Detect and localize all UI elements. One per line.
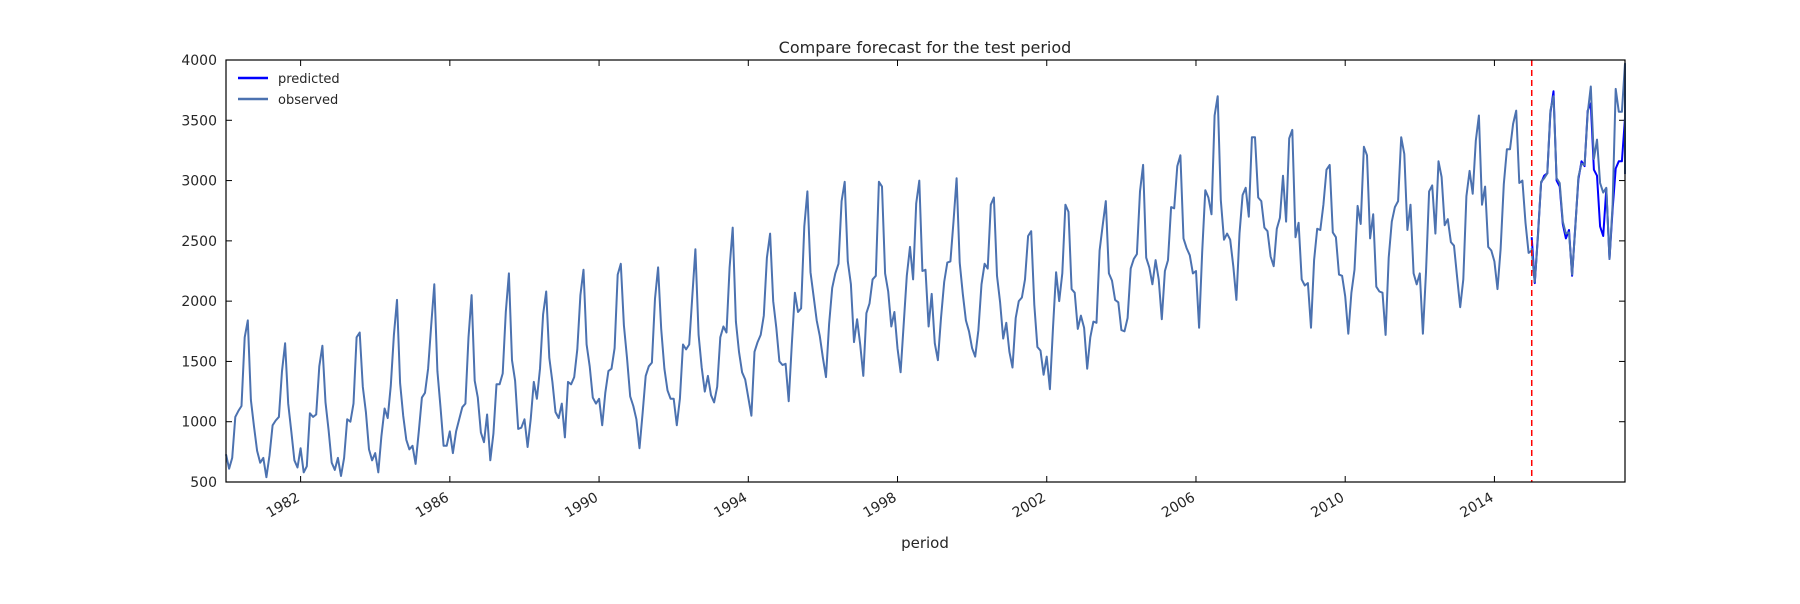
- x-tick-label: 1994: [711, 490, 750, 522]
- x-tick-label: 2010: [1308, 490, 1347, 522]
- legend-label-predicted: predicted: [278, 72, 340, 87]
- series-layer: [225, 62, 1626, 479]
- x-axis-label: period: [901, 534, 949, 552]
- plot-frame: [225, 59, 1626, 483]
- y-tick-label: 500: [190, 475, 217, 491]
- series-line-observed: [225, 95, 1536, 479]
- y-tick-label: 4000: [181, 53, 217, 69]
- y-tick-label: 1000: [181, 415, 217, 431]
- y-tick-label: 3500: [181, 113, 217, 129]
- x-tick-label: 2014: [1458, 490, 1497, 522]
- x-tick-label: 2002: [1010, 490, 1049, 522]
- x-tick-label: 2006: [1159, 490, 1198, 522]
- x-tick-label: 1986: [413, 490, 452, 522]
- y-tick-label: 1500: [181, 354, 217, 370]
- x-tick-label: 1998: [861, 490, 900, 522]
- y-tick-label: 2000: [181, 294, 217, 310]
- y-tick-label: 2500: [181, 234, 217, 250]
- series-line-observed-tail: [1530, 62, 1626, 283]
- legend: predicted observed: [238, 72, 340, 108]
- legend-label-observed: observed: [278, 93, 338, 108]
- x-tick-label: 1982: [264, 490, 303, 522]
- chart-title: Compare forecast for the test period: [779, 38, 1072, 57]
- y-tick-label: 3000: [181, 174, 217, 190]
- x-tick-label: 1990: [562, 490, 601, 522]
